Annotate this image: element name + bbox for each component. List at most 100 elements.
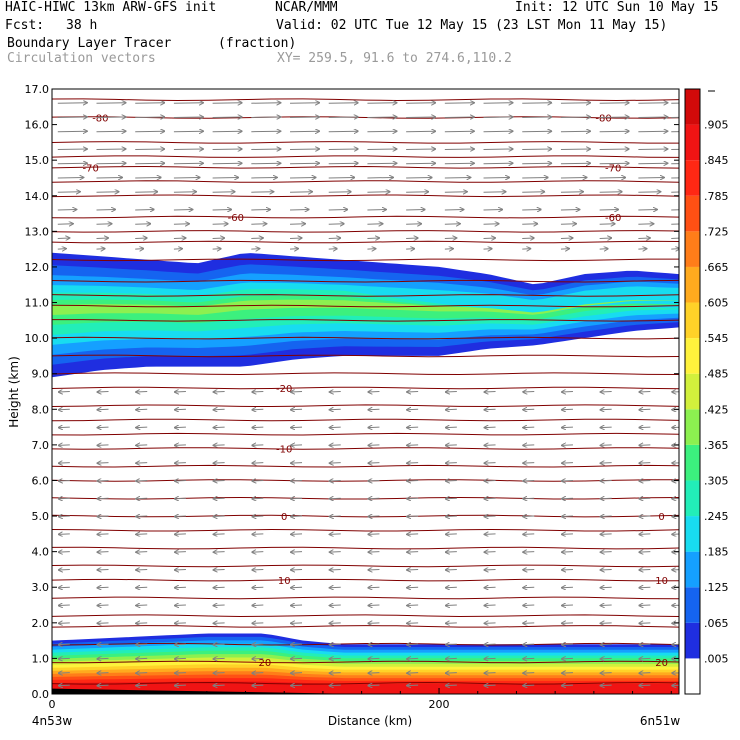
wind-vector xyxy=(57,117,87,118)
wind-vector xyxy=(59,587,70,588)
wind-vector xyxy=(483,163,513,164)
wind-vector xyxy=(406,131,435,132)
wind-vector xyxy=(252,623,264,624)
wind-vector xyxy=(407,498,419,499)
wind-vector xyxy=(136,409,148,410)
wind-vector xyxy=(407,427,419,428)
wind-vector xyxy=(522,210,541,211)
wind-vector xyxy=(522,192,544,193)
colorbar-swatch xyxy=(685,373,700,410)
wind-vector xyxy=(368,516,380,517)
wind-vector xyxy=(560,163,590,164)
wind-vector xyxy=(135,238,147,239)
wind-vector xyxy=(601,516,612,517)
tracer-band xyxy=(52,295,679,325)
wind-vector xyxy=(328,117,358,118)
wind-vector xyxy=(136,552,148,553)
wind-vector xyxy=(601,658,612,659)
colorbar-label: .005 xyxy=(704,652,729,665)
wind-vector xyxy=(173,238,186,239)
wind-vector xyxy=(214,392,225,393)
wind-vector xyxy=(291,623,303,624)
y-tick-label: 1.0 xyxy=(32,652,50,665)
wind-vector xyxy=(290,224,305,225)
wind-vector xyxy=(175,685,186,686)
wind-vector xyxy=(522,224,537,225)
wind-vector xyxy=(367,131,396,132)
contour-line xyxy=(52,258,679,262)
wind-vector xyxy=(328,192,351,193)
wind-vector xyxy=(522,117,551,118)
wind-vector xyxy=(671,177,679,179)
wind-vector xyxy=(175,587,186,588)
wind-vector xyxy=(98,552,109,553)
wind-vector xyxy=(291,673,303,674)
wind-vector xyxy=(212,177,239,178)
wind-vector xyxy=(135,192,157,193)
wind-vector xyxy=(98,516,109,517)
wind-vector xyxy=(173,249,182,250)
wind-vector xyxy=(212,149,242,150)
colorbar-label: .605 xyxy=(704,297,729,310)
contour-line xyxy=(52,528,679,532)
wind-vector xyxy=(599,238,612,239)
wind-vector xyxy=(639,605,651,606)
wind-vector xyxy=(407,409,419,410)
wind-vector xyxy=(562,409,573,410)
wind-vector xyxy=(407,685,419,686)
wind-vector xyxy=(446,392,457,393)
wind-vector xyxy=(523,534,535,535)
wind-vector xyxy=(639,498,651,499)
wind-vector xyxy=(367,103,396,104)
wind-vector xyxy=(251,149,280,150)
y-tick-label: 9.0 xyxy=(32,368,50,381)
wind-vector xyxy=(251,249,259,250)
wind-vector xyxy=(96,192,119,193)
wind-vector xyxy=(483,238,496,239)
wind-vector xyxy=(599,224,615,225)
wind-vector xyxy=(560,238,573,239)
wind-vector xyxy=(330,673,341,674)
wind-vector xyxy=(173,224,189,225)
wind-vector xyxy=(135,103,164,104)
contour-line xyxy=(52,464,679,468)
wind-vector xyxy=(57,249,66,250)
wind-vector xyxy=(57,149,87,150)
wind-vector xyxy=(251,177,276,178)
wind-vector xyxy=(136,658,148,659)
contour-line xyxy=(52,496,679,500)
wind-vector xyxy=(601,392,612,393)
wind-vector xyxy=(251,131,280,132)
wind-vector xyxy=(214,569,225,570)
wind-vector xyxy=(57,192,80,193)
wind-vector xyxy=(173,177,200,178)
colorbar-swatch xyxy=(685,480,700,517)
wind-vector xyxy=(252,685,264,686)
wind-vector xyxy=(483,103,513,104)
wind-vector xyxy=(291,392,303,393)
wind-vector xyxy=(639,569,651,570)
wind-vector xyxy=(601,673,612,674)
wind-vector xyxy=(59,673,70,674)
wind-vector xyxy=(485,673,496,674)
wind-vector xyxy=(485,587,496,588)
wind-vector xyxy=(446,463,457,464)
colorbar-label: .185 xyxy=(704,546,729,559)
wind-vector xyxy=(523,463,535,464)
wind-vector xyxy=(59,409,70,410)
wind-vector xyxy=(368,658,380,659)
wind-vector xyxy=(485,463,496,464)
wind-vector xyxy=(638,163,667,164)
contour-line xyxy=(52,98,679,102)
wind-vector xyxy=(251,224,266,225)
contour-line xyxy=(52,155,679,158)
wind-vector xyxy=(483,177,510,178)
wind-vector xyxy=(562,498,573,499)
wind-vector xyxy=(639,623,651,624)
wind-vector xyxy=(98,605,109,606)
wind-vector xyxy=(291,685,303,686)
contour-label: -10 xyxy=(276,444,292,455)
wind-vector xyxy=(444,210,464,211)
contour-line xyxy=(52,180,679,183)
